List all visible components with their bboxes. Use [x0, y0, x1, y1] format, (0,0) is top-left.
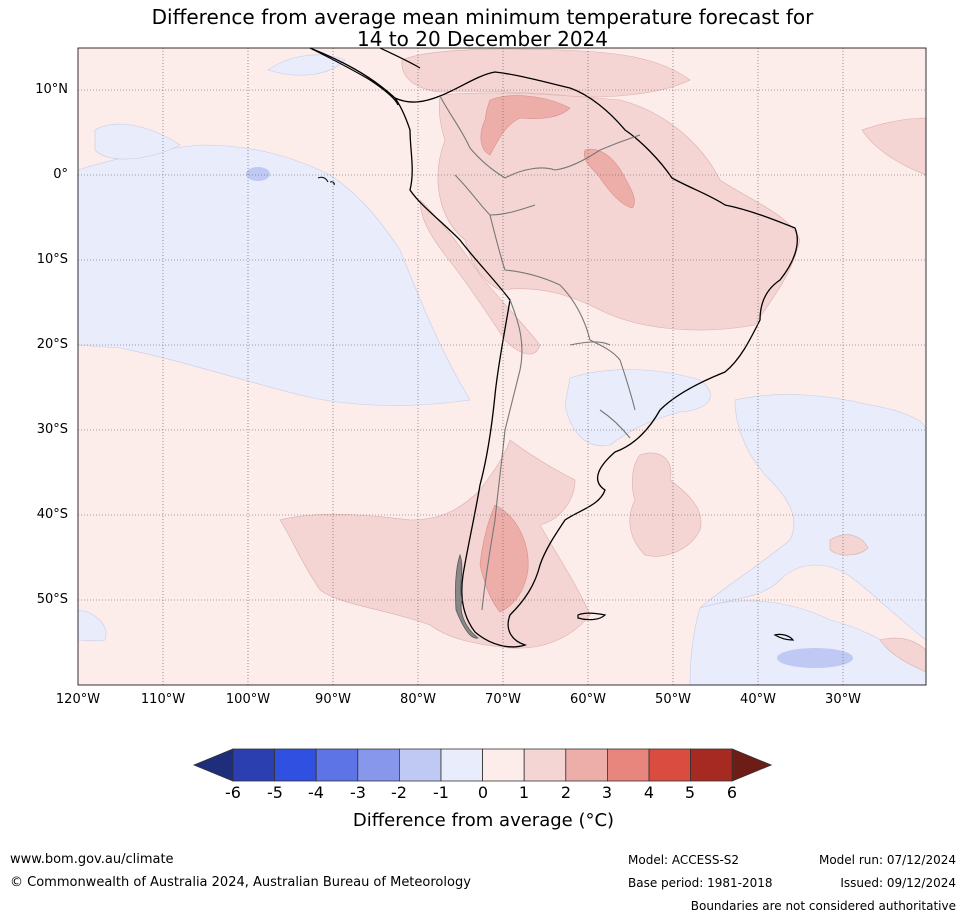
graticule — [78, 48, 926, 685]
colorbar-tick: 6 — [726, 783, 738, 802]
colorbar-arrow-high — [731, 748, 773, 782]
colorbar-tick: 5 — [684, 783, 696, 802]
colorbar-segment — [690, 748, 733, 782]
colorbar-segment — [523, 748, 567, 782]
lon-label-70w: 70°W — [485, 692, 521, 707]
colorbar-segment — [357, 748, 400, 782]
colorbar-tick: 3 — [601, 783, 613, 802]
cool-region-southeast — [689, 600, 927, 686]
colorbar-title: Difference from average (°C) — [352, 810, 615, 831]
galapagos-islands — [317, 176, 335, 186]
warm-region-north-sa — [437, 92, 801, 331]
colorbar-tick: -4 — [308, 783, 324, 802]
chilean-fjords — [455, 553, 479, 639]
warm-region-south-atlantic — [629, 452, 702, 557]
warmer-region-patagonia — [479, 504, 529, 613]
falkland-islands — [577, 612, 607, 621]
lon-label-120w: 120°W — [55, 692, 101, 707]
warmer-region-guiana — [583, 148, 635, 209]
footer-website: www.bom.gov.au/climate — [10, 852, 174, 867]
colorbar-segment — [648, 748, 691, 782]
map-title-line-1: Difference from average mean minimum tem… — [151, 5, 814, 29]
cool-region-pacific-north — [267, 54, 346, 76]
lat-label-10s: 10°S — [36, 252, 68, 267]
footer-copyright: © Commonwealth of Australia 2024, Austra… — [10, 875, 471, 890]
lat-label-10n: 10°N — [35, 82, 68, 97]
cool-region-pacific-west — [94, 123, 181, 160]
lon-label-90w: 90°W — [315, 692, 351, 707]
footer-base-period: Base period: 1981-2018 — [628, 876, 773, 890]
lon-label-110w: 110°W — [140, 692, 186, 707]
map-title-line-2: 14 to 20 December 2024 — [356, 27, 608, 51]
colorbar-segment — [482, 748, 525, 782]
colorbar-segment — [274, 748, 317, 782]
colorbar-segment — [440, 748, 483, 782]
central-america-coastline — [309, 47, 421, 106]
colorbar-tick: 0 — [477, 783, 489, 802]
south-georgia-island — [773, 633, 795, 641]
lat-label-50s: 50°S — [36, 592, 68, 607]
warm-region-caribbean — [401, 48, 691, 98]
lon-label-50w: 50°W — [655, 692, 691, 707]
warm-region-south-atlantic-2 — [829, 534, 869, 556]
lat-label-20s: 20°S — [36, 337, 68, 352]
lon-label-30w: 30°W — [825, 692, 861, 707]
colorbar-segment — [565, 748, 608, 782]
colorbar-tick: -6 — [225, 783, 241, 802]
lat-label-0: 0° — [53, 167, 68, 182]
colorbar — [192, 748, 773, 782]
lat-label-40s: 40°S — [36, 507, 68, 522]
colorbar-segment — [398, 748, 442, 782]
colorbar-tick: -2 — [391, 783, 407, 802]
cool-region-uruguay — [564, 369, 711, 447]
lon-label-80w: 80°W — [400, 692, 436, 707]
colorbar-tick: 4 — [643, 783, 655, 802]
cool-spot-blue-1 — [246, 167, 270, 181]
colorbar-arrow-low — [192, 748, 234, 782]
map-frame — [77, 47, 927, 686]
lat-label-30s: 30°S — [36, 422, 68, 437]
colorbar-segment — [315, 748, 359, 782]
colorbar-tick: -3 — [350, 783, 366, 802]
lon-label-100w: 100°W — [225, 692, 271, 707]
footer-model: Model: ACCESS-S2 — [628, 853, 740, 867]
lon-label-40w: 40°W — [740, 692, 776, 707]
cool-region-south-atlantic — [699, 394, 927, 641]
footer-model-run: Model run: 07/12/2024 — [818, 853, 956, 867]
lon-label-60w: 60°W — [570, 692, 606, 707]
colorbar-segment — [232, 748, 275, 782]
warmer-region-venezuela — [480, 95, 571, 156]
footer-disclaimer: Boundaries are not considered authoritat… — [690, 899, 956, 913]
colorbar-tick: -1 — [433, 783, 449, 802]
colorbar-tick: 2 — [560, 783, 572, 802]
cool-region-pacific — [77, 144, 471, 406]
colorbar-tick: 1 — [518, 783, 530, 802]
colorbar-tick: -5 — [267, 783, 283, 802]
footer-issued: Issued: 09/12/2024 — [840, 876, 956, 890]
south-america-coastline — [309, 47, 798, 648]
warm-region-peru-coast — [419, 199, 541, 355]
cool-spot-blue-2 — [777, 648, 853, 668]
cool-region-pacific-sw — [77, 609, 107, 642]
colorbar-segment — [607, 748, 650, 782]
country-borders — [439, 95, 641, 611]
